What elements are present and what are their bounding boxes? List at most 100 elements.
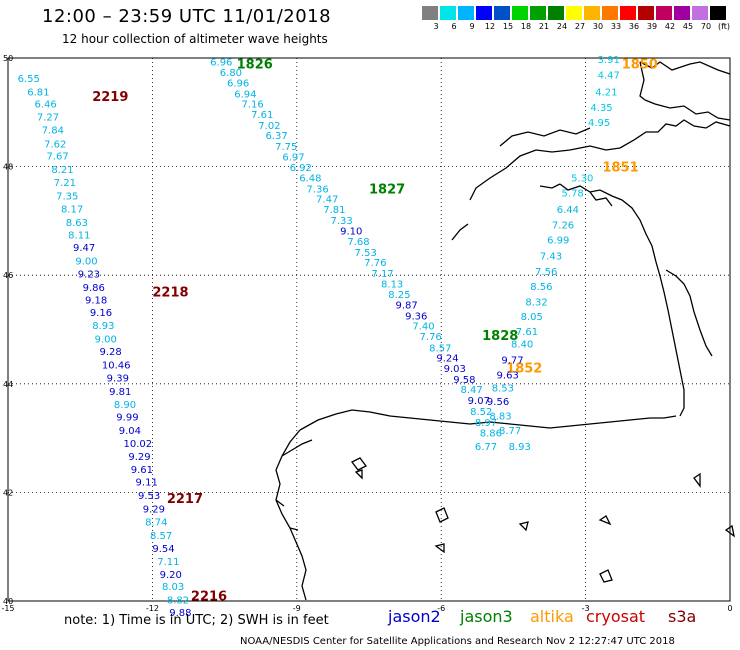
wave-height-value: 9.28 xyxy=(99,347,121,358)
wave-height-value: 10.46 xyxy=(102,360,131,371)
wave-height-value: 7.75 xyxy=(275,142,297,153)
wave-height-value: 9.54 xyxy=(152,544,174,555)
color-scale-label: 27 xyxy=(574,22,586,31)
wave-height-value: 8.63 xyxy=(66,218,88,229)
wave-height-value: 9.23 xyxy=(78,270,100,281)
x-tick-label: -9 xyxy=(293,604,301,613)
wave-height-value: 7.40 xyxy=(412,322,434,333)
color-swatch xyxy=(530,6,546,20)
legend-item-jason2: jason2 xyxy=(388,607,441,626)
wave-height-value: 9.07 xyxy=(468,396,490,407)
color-scale-label: 39 xyxy=(646,22,658,31)
color-swatch xyxy=(458,6,474,20)
color-swatch xyxy=(422,6,438,20)
color-scale-label: 42 xyxy=(664,22,676,31)
wave-height-value: 7.68 xyxy=(347,237,369,248)
wave-height-value: 5.30 xyxy=(571,173,593,184)
wave-height-value: 4.21 xyxy=(595,88,617,99)
wave-height-value: 7.27 xyxy=(37,113,59,124)
wave-height-value: 7.53 xyxy=(355,248,377,259)
wave-height-value: 8.17 xyxy=(61,204,83,215)
y-axis-ticks: 50 48 46 44 42 40 xyxy=(3,54,13,606)
wave-height-value: 9.04 xyxy=(119,426,141,437)
wave-height-value: 7.16 xyxy=(241,100,263,111)
wave-height-value: 6.44 xyxy=(557,205,579,216)
track-time-label: 2218 xyxy=(152,285,188,300)
wave-height-value: 8.74 xyxy=(145,518,167,529)
wave-height-value: 9.03 xyxy=(444,364,466,375)
color-scale-label: 3 xyxy=(433,22,439,31)
track-time-label: 1852 xyxy=(506,362,542,377)
y-tick-label: 44 xyxy=(3,380,13,389)
map-frame xyxy=(7,57,731,602)
color-swatch xyxy=(620,6,636,20)
wave-height-value: 9.86 xyxy=(83,283,105,294)
wave-height-value: 6.99 xyxy=(547,235,569,246)
color-scale-label: 24 xyxy=(556,22,568,31)
wave-height-value: 3.91 xyxy=(598,55,620,66)
track-time-label: 2219 xyxy=(92,90,128,105)
wave-height-value: 8.97 xyxy=(475,418,497,429)
wave-height-value: 9.29 xyxy=(128,452,150,463)
wave-height-value: 4.47 xyxy=(598,70,620,81)
wave-height-value: 9.10 xyxy=(340,227,362,238)
wave-height-value: 8.57 xyxy=(429,343,451,354)
wave-height-value: 7.56 xyxy=(535,267,557,278)
wave-height-value: 6.80 xyxy=(220,68,242,79)
wave-height-value: 9.99 xyxy=(116,412,138,423)
x-tick-label: -6 xyxy=(437,604,445,613)
y-tick-label: 46 xyxy=(3,271,13,280)
track-time-label: 2217 xyxy=(167,492,203,507)
color-scale-label: 30 xyxy=(592,22,604,31)
wave-height-value: 8.40 xyxy=(511,340,533,351)
wave-height-value: 7.11 xyxy=(157,557,179,568)
wave-height-value: 7.36 xyxy=(306,184,328,195)
color-swatch xyxy=(602,6,618,20)
track-time-labels: 2219 2218 2217 2216 1826 1827 1828 1850 1851 1852 xyxy=(92,57,658,604)
color-scale-label: 45 xyxy=(682,22,694,31)
wave-height-value: 9.20 xyxy=(160,570,182,581)
track-time-label: 1828 xyxy=(482,329,518,344)
color-swatch xyxy=(656,6,672,20)
wave-height-value: 9.81 xyxy=(109,387,131,398)
wave-height-value: 8.93 xyxy=(92,321,114,332)
track-time-label: 1827 xyxy=(369,182,405,197)
wave-height-value: 7.26 xyxy=(552,221,574,232)
color-swatch xyxy=(548,6,564,20)
wave-height-value: 9.88 xyxy=(169,608,191,619)
wave-height-value: 8.83 xyxy=(489,411,511,422)
wave-height-value: 8.05 xyxy=(521,312,543,323)
color-scale-label: 33 xyxy=(610,22,622,31)
x-tick-label: -3 xyxy=(582,604,590,613)
wave-height-value: 9.87 xyxy=(395,301,417,312)
wave-height-value: 7.61 xyxy=(516,327,538,338)
legend-item-s3a: s3a xyxy=(668,607,697,626)
wave-height-value: 8.47 xyxy=(460,385,482,396)
wave-height-values: 6.55 6.816.46 7.27 7.84 7.62 7.67 8.21 7.21 7.35… xyxy=(18,55,620,619)
wave-height-value: 9.61 xyxy=(131,465,153,476)
wave-height-value: 8.25 xyxy=(388,290,410,301)
track-time-label: 1850 xyxy=(622,57,658,72)
wave-height-value: 6.37 xyxy=(266,131,288,142)
color-scale-label: 6 xyxy=(451,22,457,31)
wave-height-value: 10.02 xyxy=(124,439,153,450)
color-swatch xyxy=(440,6,456,20)
wave-height-value: 8.32 xyxy=(525,297,547,308)
wave-height-value: 9.53 xyxy=(138,491,160,502)
wave-height-value: 8.82 xyxy=(167,595,189,606)
legend-item-jason3: jason3 xyxy=(460,607,513,626)
wave-height-value: 9.77 xyxy=(501,355,523,366)
x-tick-label: 0 xyxy=(727,604,732,613)
wave-height-value: 6.97 xyxy=(282,152,304,163)
y-tick-label: 40 xyxy=(3,597,13,606)
wave-height-value: 7.84 xyxy=(42,126,64,137)
wave-height-value: 9.11 xyxy=(136,478,158,489)
wave-height-value: 8.52 xyxy=(470,407,492,418)
wave-height-value: 8.11 xyxy=(68,230,90,241)
color-scale-label: 70 xyxy=(700,22,712,31)
color-scale-label: 15 xyxy=(502,22,514,31)
color-scale-label: 12 xyxy=(484,22,496,31)
track-time-label: 1851 xyxy=(602,161,638,176)
color-scale-label: 9 xyxy=(469,22,475,31)
